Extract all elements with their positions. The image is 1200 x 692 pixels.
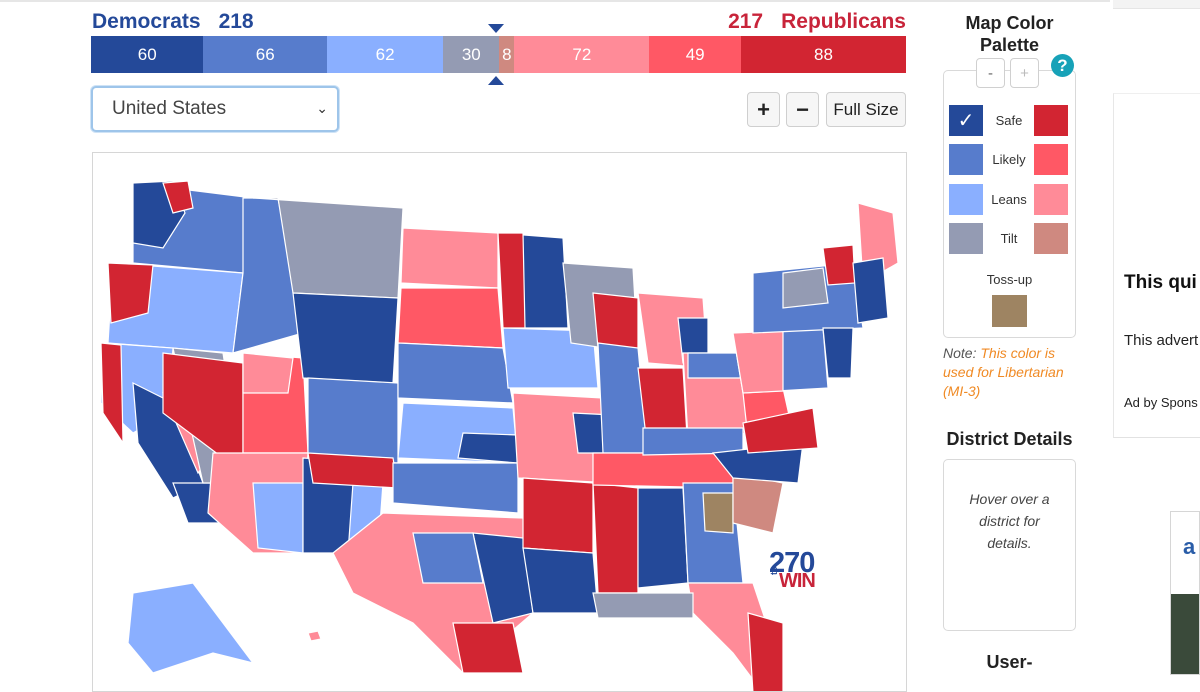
swatch-dem-safe[interactable]: ✓ bbox=[949, 105, 983, 136]
seat-segment-rep-leans: 72 bbox=[514, 36, 650, 73]
district-details-panel: Hover over a district for details. bbox=[943, 459, 1076, 631]
majority-marker-bottom-icon bbox=[488, 76, 504, 85]
help-icon[interactable]: ? bbox=[1051, 54, 1074, 77]
palette-label-likely: Likely bbox=[992, 152, 1026, 167]
district-wy[interactable] bbox=[292, 292, 399, 384]
palette-decrease-button[interactable]: - bbox=[976, 58, 1005, 88]
ad-sponsor: Ad by Spons bbox=[1124, 395, 1198, 410]
district-co[interactable] bbox=[307, 377, 399, 464]
palette-title: Map Color Palette bbox=[965, 13, 1054, 55]
rep-tally: 217 Republicans bbox=[728, 10, 906, 34]
ad-body: This advert trending vic bbox=[1124, 332, 1200, 349]
district-ca-coast[interactable] bbox=[100, 342, 124, 446]
ad2-letter: a bbox=[1183, 534, 1196, 559]
seat-segment-dem-leans: 62 bbox=[327, 36, 444, 73]
dem-label: Democrats bbox=[92, 10, 201, 33]
swatch-rep-tilt[interactable] bbox=[1034, 223, 1068, 254]
district-il[interactable] bbox=[597, 342, 649, 454]
district-la[interactable] bbox=[522, 547, 599, 614]
majority-marker-top-icon bbox=[488, 24, 504, 33]
zoom-out-button[interactable]: − bbox=[786, 92, 819, 127]
district-ne[interactable] bbox=[397, 342, 514, 404]
ad-panel[interactable]: This qui informat This advert trending v… bbox=[1113, 93, 1200, 438]
swatch-dem-tilt[interactable] bbox=[949, 223, 983, 254]
district-az-tuc[interactable] bbox=[252, 482, 304, 554]
seat-segment-rep-safe: 88 bbox=[741, 36, 906, 73]
district-details-hint: Hover over a district for details. bbox=[969, 491, 1050, 551]
district-ms[interactable] bbox=[592, 482, 639, 594]
district-ks-east[interactable] bbox=[457, 432, 519, 464]
district-vt[interactable] bbox=[822, 244, 856, 286]
swatch-rep-likely[interactable] bbox=[1034, 144, 1068, 175]
district-va[interactable] bbox=[742, 407, 819, 454]
seat-segment-rep-tilt: 8 bbox=[499, 36, 515, 73]
palette-label-tilt: Tilt bbox=[1000, 231, 1018, 246]
district-wa-nw[interactable] bbox=[162, 180, 194, 214]
seat-segment-dem-likely: 66 bbox=[203, 36, 328, 73]
rep-total: 217 bbox=[728, 10, 764, 33]
district-tx-houston[interactable] bbox=[452, 622, 524, 674]
tossup-swatch[interactable] bbox=[992, 295, 1027, 327]
user-section-title: User- bbox=[986, 652, 1033, 672]
top-divider bbox=[0, 0, 1110, 2]
palette-note: Note: This color is used for Libertarian… bbox=[943, 344, 1078, 401]
logo-number: 270 bbox=[769, 547, 815, 579]
region-select[interactable]: United States ⌄ bbox=[91, 86, 339, 132]
seat-bar: 60 66 62 30 8 72 49 88 bbox=[91, 36, 906, 73]
chevron-down-icon: ⌄ bbox=[316, 100, 328, 116]
district-mn-west[interactable] bbox=[497, 232, 526, 329]
ad-panel-2[interactable]: a bbox=[1170, 511, 1200, 675]
dem-total: 218 bbox=[218, 10, 254, 33]
district-ny-upstate[interactable] bbox=[782, 267, 829, 309]
district-ut-north[interactable] bbox=[242, 352, 294, 394]
check-icon: ✓ bbox=[957, 110, 975, 132]
district-tx-central[interactable] bbox=[412, 532, 484, 584]
note-highlight: This color is used for Libertarian bbox=[943, 345, 1064, 380]
seat-segment-dem-tilt: 30 bbox=[443, 36, 500, 73]
us-house-map[interactable]: 270 to WIN bbox=[92, 152, 907, 692]
district-ga-tossup[interactable] bbox=[702, 492, 734, 534]
swatch-dem-leans[interactable] bbox=[949, 184, 983, 215]
region-select-value: United States bbox=[112, 98, 227, 119]
district-nj[interactable] bbox=[822, 327, 854, 379]
ad-headline: This qui informat bbox=[1124, 272, 1200, 293]
swatch-rep-leans[interactable] bbox=[1034, 184, 1068, 215]
district-ar[interactable] bbox=[522, 477, 594, 554]
district-sc[interactable] bbox=[732, 472, 784, 534]
ad-top-strip bbox=[1113, 0, 1200, 9]
ad2-image bbox=[1171, 594, 1199, 674]
seat-segment-rep-likely: 49 bbox=[649, 36, 742, 73]
district-ok[interactable] bbox=[392, 462, 519, 514]
district-hi[interactable] bbox=[307, 630, 322, 642]
district-co-south[interactable] bbox=[307, 452, 399, 489]
zoom-in-button[interactable]: + bbox=[747, 92, 780, 127]
note-suffix: (MI-3) bbox=[943, 383, 981, 399]
district-fl-south[interactable] bbox=[747, 612, 784, 692]
rep-label: Republicans bbox=[781, 10, 906, 33]
district-oh-north[interactable] bbox=[687, 352, 744, 379]
logo-win: WIN bbox=[779, 570, 816, 592]
swatch-rep-safe[interactable] bbox=[1034, 105, 1068, 136]
tossup-label: Toss-up bbox=[986, 272, 1033, 287]
swatch-dem-likely[interactable] bbox=[949, 144, 983, 175]
district-al[interactable] bbox=[637, 487, 689, 589]
district-map[interactable] bbox=[93, 153, 907, 692]
district-nh-ma[interactable] bbox=[852, 257, 889, 324]
dem-tally: Democrats 218 bbox=[92, 10, 254, 34]
270towin-logo: 270 to WIN bbox=[769, 547, 816, 592]
palette-label-leans: Leans bbox=[991, 192, 1027, 207]
district-sd[interactable] bbox=[397, 287, 504, 349]
district-or-west[interactable] bbox=[107, 262, 154, 324]
district-ak[interactable] bbox=[127, 582, 255, 674]
district-fl-panhandle[interactable] bbox=[592, 592, 694, 619]
seat-segment-dem-safe: 60 bbox=[91, 36, 204, 73]
palette-label-safe: Safe bbox=[995, 113, 1023, 128]
district-details-title: District Details bbox=[946, 429, 1073, 449]
palette-increase-button[interactable]: + bbox=[1010, 58, 1039, 88]
district-nd[interactable] bbox=[400, 227, 499, 289]
full-size-button[interactable]: Full Size bbox=[826, 92, 906, 127]
note-prefix: Note: bbox=[943, 345, 981, 361]
logo-to: to bbox=[769, 566, 779, 576]
